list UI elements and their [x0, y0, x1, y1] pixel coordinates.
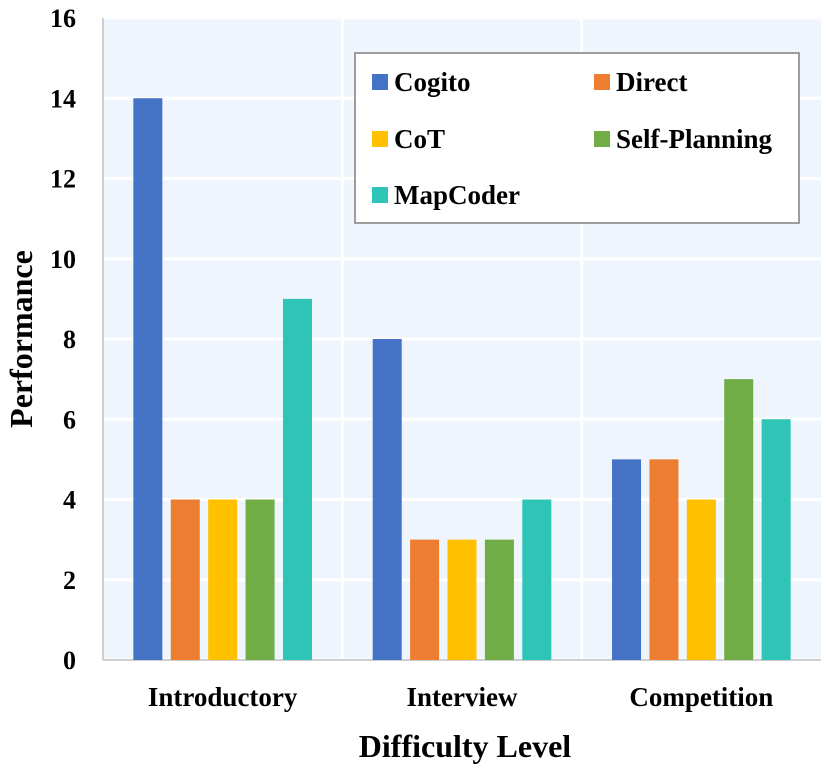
- x-tick-label: Introductory: [148, 682, 298, 712]
- legend-label: Self-Planning: [616, 124, 773, 154]
- legend: Cogito Direct CoT Self-Planning MapCoder: [354, 52, 800, 224]
- y-axis-title: Performance: [3, 250, 39, 428]
- legend-label: CoT: [394, 124, 445, 154]
- bar-self-planning-interview: [484, 539, 514, 660]
- legend-label: MapCoder: [394, 180, 520, 210]
- bar-mapcoder-competition: [761, 419, 791, 660]
- x-axis-title: Difficulty Level: [359, 728, 572, 764]
- bar-cot-interview: [447, 539, 477, 660]
- bar-direct-competition: [649, 459, 679, 660]
- y-tick-label: 6: [63, 405, 76, 434]
- bar-cogito-interview: [372, 339, 402, 660]
- bar-cogito-introductory: [133, 98, 163, 660]
- legend-swatch: [372, 74, 388, 90]
- bar-self-planning-competition: [724, 379, 754, 660]
- legend-swatch: [594, 131, 610, 147]
- y-tick-label: 8: [63, 325, 76, 354]
- y-tick-label: 12: [50, 165, 76, 194]
- bars: [133, 98, 791, 660]
- bar-cogito-competition: [612, 459, 642, 660]
- x-tick-label: Competition: [629, 682, 773, 712]
- bar-direct-introductory: [170, 499, 200, 660]
- bar-cot-introductory: [208, 499, 238, 660]
- y-tick-label: 14: [50, 84, 76, 113]
- bar-direct-interview: [410, 539, 440, 660]
- y-tick-label: 10: [50, 245, 76, 274]
- x-axis-ticks: Introductory Interview Competition: [148, 682, 773, 712]
- y-tick-label: 4: [63, 486, 76, 515]
- legend-swatch: [372, 131, 388, 147]
- legend-label: Direct: [616, 67, 687, 97]
- y-tick-label: 0: [63, 646, 76, 675]
- y-tick-label: 16: [50, 4, 76, 33]
- y-tick-label: 2: [63, 566, 76, 595]
- bar-cot-competition: [686, 499, 716, 660]
- bar-mapcoder-introductory: [282, 298, 312, 660]
- bar-mapcoder-interview: [522, 499, 552, 660]
- x-tick-label: Interview: [407, 682, 518, 712]
- legend-box: [354, 52, 800, 224]
- legend-label: Cogito: [394, 67, 471, 97]
- y-axis-ticks: 0 2 4 6 8 10 12 14 16: [50, 4, 76, 675]
- bar-self-planning-introductory: [245, 499, 275, 660]
- legend-swatch: [372, 187, 388, 203]
- legend-swatch: [594, 74, 610, 90]
